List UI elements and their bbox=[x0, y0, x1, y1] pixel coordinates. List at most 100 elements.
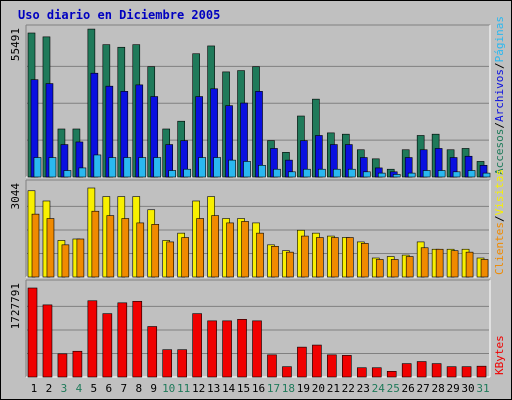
side-label-visitors: Clientes/Visitas bbox=[493, 169, 506, 275]
bar-pginas-day-23 bbox=[362, 171, 371, 178]
bar-kbytes-day-20 bbox=[312, 344, 322, 378]
bar-kbytes-day-22 bbox=[342, 355, 352, 378]
bar-pginas-day-10 bbox=[168, 170, 177, 178]
bar-kbytes-day-26 bbox=[401, 363, 412, 378]
bar-clientes-day-9 bbox=[151, 224, 160, 278]
bar-kbytes-day-27 bbox=[416, 361, 427, 378]
bar-kbytes-day-13 bbox=[207, 320, 217, 378]
bar-clientes-day-22 bbox=[346, 237, 354, 278]
x-tick-label-day-23: 23 bbox=[357, 382, 370, 395]
x-tick-label-day-15: 15 bbox=[237, 382, 250, 395]
bar-clientes-day-20 bbox=[316, 237, 324, 278]
bar-pginas-day-18 bbox=[288, 171, 296, 178]
bar-clientes-day-8 bbox=[136, 222, 145, 278]
bar-pginas-day-16 bbox=[258, 165, 266, 178]
x-tick-label-day-18: 18 bbox=[282, 382, 295, 395]
bar-kbytes-day-29 bbox=[446, 366, 457, 378]
bar-pginas-day-13 bbox=[213, 157, 221, 178]
x-tick-label-day-24: 24 bbox=[372, 382, 386, 395]
bar-clientes-day-25 bbox=[390, 259, 399, 278]
bar-kbytes-day-9 bbox=[147, 326, 158, 378]
x-tick-label-day-5: 5 bbox=[91, 382, 98, 395]
bar-kbytes-day-19 bbox=[297, 346, 307, 378]
bar-pginas-day-31 bbox=[482, 172, 491, 178]
x-tick-label-day-11: 11 bbox=[177, 382, 190, 395]
bar-pginas-day-21 bbox=[333, 168, 341, 178]
side-label-kbytes: KBytes bbox=[493, 335, 506, 375]
x-tick-label-day-6: 6 bbox=[106, 382, 113, 395]
bar-pginas-day-1 bbox=[33, 157, 42, 178]
x-tick-label-day-4: 4 bbox=[76, 382, 83, 395]
y-max-label: 55491 bbox=[9, 28, 22, 61]
side-label-part: / bbox=[493, 215, 506, 222]
x-tick-label-day-26: 26 bbox=[402, 382, 415, 395]
bar-kbytes-day-11 bbox=[177, 349, 187, 378]
bar-pginas-day-26 bbox=[407, 172, 416, 178]
x-tick-label-day-28: 28 bbox=[431, 382, 444, 395]
bar-kbytes-day-15 bbox=[237, 319, 247, 378]
bar-clientes-day-14 bbox=[226, 222, 234, 278]
x-tick-label-day-7: 7 bbox=[120, 382, 127, 395]
bar-kbytes-day-7 bbox=[117, 302, 128, 378]
bar-archivos-day-16 bbox=[255, 91, 263, 178]
bar-pginas-day-6 bbox=[108, 157, 117, 178]
bar-kbytes-day-30 bbox=[461, 366, 472, 378]
bar-clientes-day-10 bbox=[166, 241, 175, 278]
y-max-label: 1727791 bbox=[9, 283, 22, 329]
bar-clientes-day-2 bbox=[46, 218, 55, 278]
bar-kbytes-day-4 bbox=[72, 350, 83, 378]
side-label-part: Archivos bbox=[493, 69, 506, 122]
side-label-part: KBytes bbox=[493, 335, 506, 375]
bar-kbytes-day-21 bbox=[327, 354, 337, 378]
x-tick-label-day-21: 21 bbox=[327, 382, 340, 395]
bar-pginas-day-17 bbox=[273, 168, 281, 178]
x-tick-label-day-14: 14 bbox=[222, 382, 236, 395]
bar-pginas-day-28 bbox=[437, 170, 446, 178]
bar-clientes-day-5 bbox=[91, 210, 100, 278]
bar-clientes-day-19 bbox=[301, 235, 309, 278]
bar-pginas-day-8 bbox=[138, 157, 147, 178]
bar-kbytes-day-5 bbox=[87, 300, 98, 378]
bar-clientes-day-26 bbox=[405, 256, 414, 278]
bar-clientes-day-30 bbox=[465, 251, 474, 278]
bar-pginas-day-27 bbox=[422, 170, 431, 178]
bar-clientes-day-18 bbox=[286, 251, 294, 278]
y-max-label: 3044 bbox=[9, 183, 22, 210]
bar-pginas-day-2 bbox=[48, 157, 57, 178]
bar-clientes-day-3 bbox=[61, 244, 70, 278]
x-tick-label-day-12: 12 bbox=[192, 382, 205, 395]
bar-pginas-day-22 bbox=[348, 168, 356, 178]
bar-pginas-day-25 bbox=[392, 174, 401, 178]
bar-kbytes-day-6 bbox=[102, 313, 113, 378]
bar-clientes-day-12 bbox=[196, 218, 204, 278]
side-label-part: Accesos bbox=[493, 129, 506, 175]
bar-pginas-day-4 bbox=[78, 167, 87, 178]
x-tick-label-day-25: 25 bbox=[387, 382, 400, 395]
bar-pginas-day-14 bbox=[228, 159, 236, 178]
bar-pginas-day-19 bbox=[303, 168, 311, 178]
bar-pginas-day-24 bbox=[377, 172, 386, 178]
bar-kbytes-day-10 bbox=[162, 349, 173, 378]
bar-clientes-day-1 bbox=[31, 213, 40, 278]
bar-clientes-day-31 bbox=[480, 259, 489, 278]
x-tick-label-day-20: 20 bbox=[312, 382, 325, 395]
x-tick-label-day-2: 2 bbox=[46, 382, 53, 395]
x-tick-label-day-13: 13 bbox=[207, 382, 220, 395]
bar-pginas-day-9 bbox=[153, 157, 162, 178]
bar-clientes-day-24 bbox=[375, 259, 384, 278]
bar-kbytes-day-2 bbox=[42, 304, 53, 378]
side-label-part: Visitas bbox=[493, 169, 506, 215]
x-tick-label-day-30: 30 bbox=[461, 382, 474, 395]
bar-pginas-day-7 bbox=[123, 157, 132, 178]
x-tick-label-day-10: 10 bbox=[162, 382, 175, 395]
side-label-part: / bbox=[493, 62, 506, 69]
bar-clientes-day-13 bbox=[211, 215, 219, 278]
bar-kbytes-day-17 bbox=[267, 354, 277, 378]
bar-kbytes-day-16 bbox=[252, 320, 262, 378]
bar-kbytes-day-1 bbox=[27, 287, 38, 378]
bar-kbytes-day-3 bbox=[57, 353, 68, 378]
bar-pginas-day-11 bbox=[183, 168, 191, 178]
bar-kbytes-day-8 bbox=[132, 300, 143, 378]
bar-kbytes-day-24 bbox=[371, 367, 382, 378]
